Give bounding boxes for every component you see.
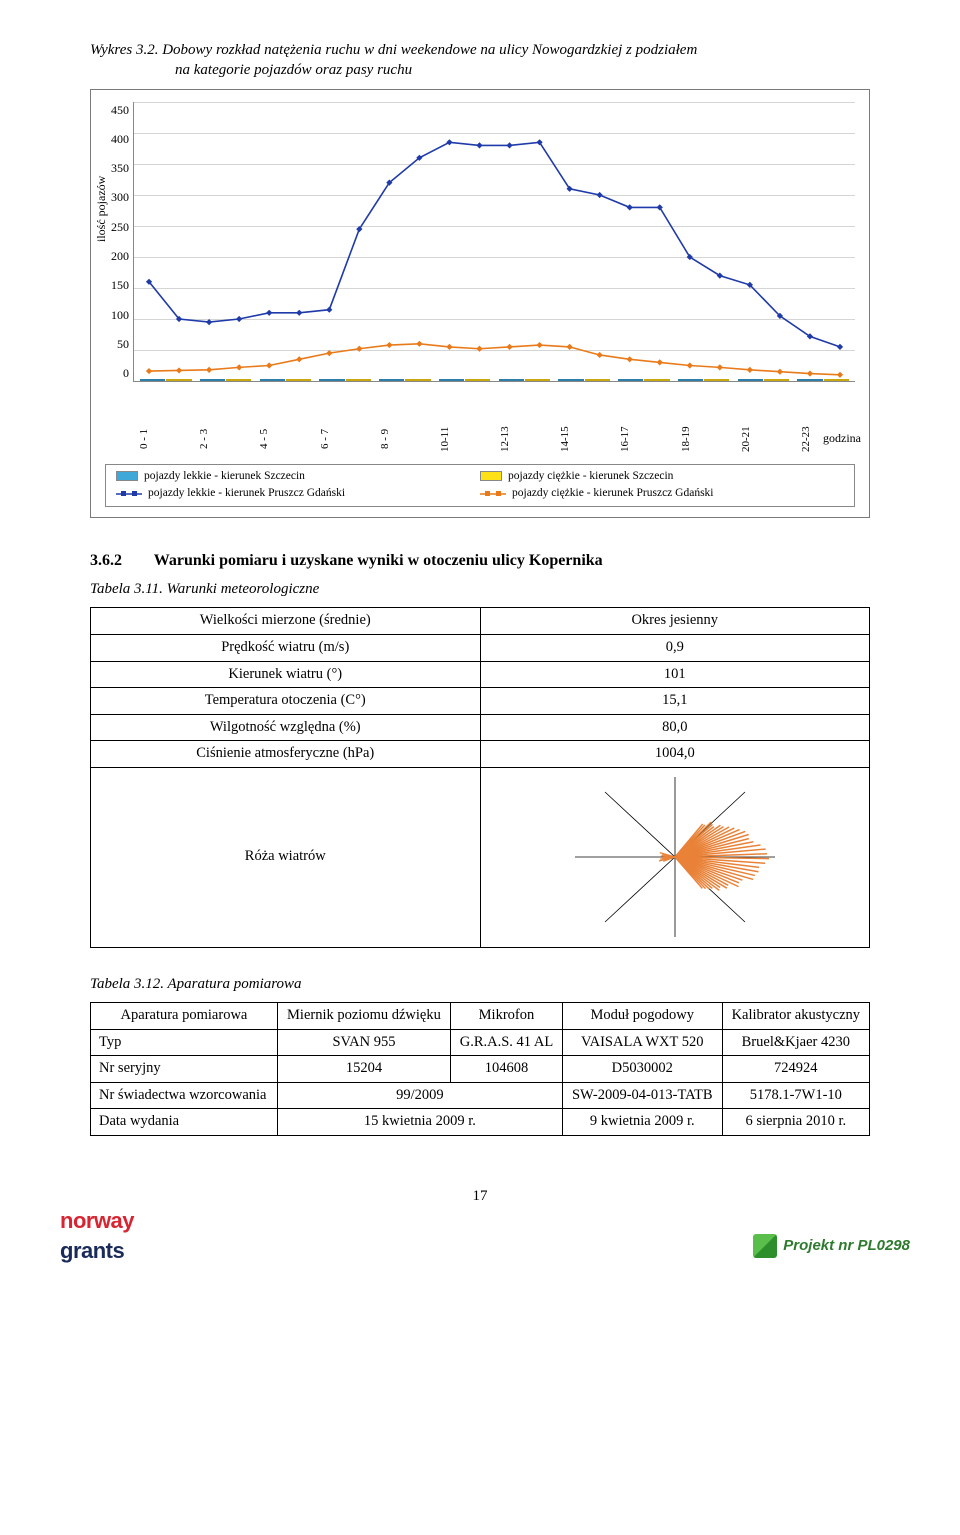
table-row: Wielkości mierzone (średnie) Okres jesie…: [91, 608, 870, 635]
cell: Ciśnienie atmosferyczne (hPa): [91, 741, 481, 768]
caption-line2: na kategorie pojazdów oraz pasy ruchu: [90, 60, 870, 80]
table12-caption: Tabela 3.12. Aparatura pomiarowa: [90, 974, 870, 994]
chart-legend: pojazdy lekkie - kierunek Szczecin pojaz…: [105, 464, 855, 507]
section-title: Warunki pomiaru i uzyskane wyniki w otoc…: [154, 552, 603, 569]
table-header: Okres jesienny: [480, 608, 870, 635]
chart-caption: Wykres 3.2. Dobowy rozkład natężenia ruc…: [90, 40, 870, 81]
cell: 15,1: [480, 688, 870, 715]
norway-grants-logo: norway grants: [60, 1206, 134, 1265]
logo-text: grants: [60, 1236, 134, 1266]
cell: 80,0: [480, 714, 870, 741]
legend-label: pojazdy ciężkie - kierunek Pruszcz Gdańs…: [512, 486, 714, 502]
legend-item: pojazdy ciężkie - kierunek Szczecin: [480, 469, 844, 485]
apparatus-table: Aparatura pomiarowaMiernik poziomu dźwię…: [90, 1002, 870, 1136]
x-axis-label: godzina: [823, 430, 861, 446]
table-row: Wilgotność względna (%)80,0: [91, 714, 870, 741]
table11-caption: Tabela 3.11. Warunki meteorologiczne: [90, 579, 870, 599]
table-row: Temperatura otoczenia (C°)15,1: [91, 688, 870, 715]
cell: 101: [480, 661, 870, 688]
cell: Prędkość wiatru (m/s): [91, 634, 481, 661]
legend-label: pojazdy ciężkie - kierunek Szczecin: [508, 469, 673, 485]
page-number: 17: [90, 1186, 870, 1206]
wind-rose-icon: [545, 772, 805, 942]
caption-line1: Wykres 3.2. Dobowy rozkład natężenia ruc…: [90, 42, 697, 58]
legend-label: pojazdy lekkie - kierunek Szczecin: [144, 469, 305, 485]
rose-cell: [480, 767, 870, 947]
table-row: Ciśnienie atmosferyczne (hPa)1004,0: [91, 741, 870, 768]
y-axis-label: ilość pojazów: [93, 175, 109, 241]
legend-item: pojazdy ciężkie - kierunek Pruszcz Gdańs…: [480, 486, 844, 502]
cell: Wilgotność względna (%): [91, 714, 481, 741]
x-axis: 0 - 12 - 34 - 56 - 78 - 910-1112-1314-15…: [133, 424, 855, 454]
y-axis: 450400350300250200150100500: [105, 102, 133, 382]
logo-text: norway: [60, 1206, 134, 1236]
section-heading: 3.6.2 Warunki pomiaru i uzyskane wyniki …: [90, 550, 870, 572]
cell: 1004,0: [480, 741, 870, 768]
legend-line: [116, 489, 142, 499]
legend-line: [480, 489, 506, 499]
legend-swatch: [116, 471, 138, 481]
table-header: Wielkości mierzone (średnie): [91, 608, 481, 635]
projekt-label: Projekt nr PL0298: [783, 1236, 910, 1256]
cell: Temperatura otoczenia (C°): [91, 688, 481, 715]
projekt-logo: Projekt nr PL0298: [753, 1234, 910, 1258]
page-footer: 17 norway grants Projekt nr PL0298: [90, 1186, 870, 1266]
legend-label: pojazdy lekkie - kierunek Pruszcz Gdańsk…: [148, 486, 345, 502]
table-row: Prędkość wiatru (m/s)0,9: [91, 634, 870, 661]
plot-area: [133, 102, 855, 382]
cell: Kierunek wiatru (°): [91, 661, 481, 688]
legend-item: pojazdy lekkie - kierunek Pruszcz Gdańsk…: [116, 486, 480, 502]
meteo-table: Wielkości mierzone (średnie) Okres jesie…: [90, 607, 870, 947]
section-number: 3.6.2: [90, 550, 150, 572]
logo-square-icon: [753, 1234, 777, 1258]
table-row: Kierunek wiatru (°)101: [91, 661, 870, 688]
table-row: Róża wiatrów: [91, 767, 870, 947]
cell: 0,9: [480, 634, 870, 661]
traffic-chart: ilość pojazów 45040035030025020015010050…: [90, 89, 870, 518]
legend-swatch: [480, 471, 502, 481]
rose-label-cell: Róża wiatrów: [91, 767, 481, 947]
legend-item: pojazdy lekkie - kierunek Szczecin: [116, 469, 480, 485]
